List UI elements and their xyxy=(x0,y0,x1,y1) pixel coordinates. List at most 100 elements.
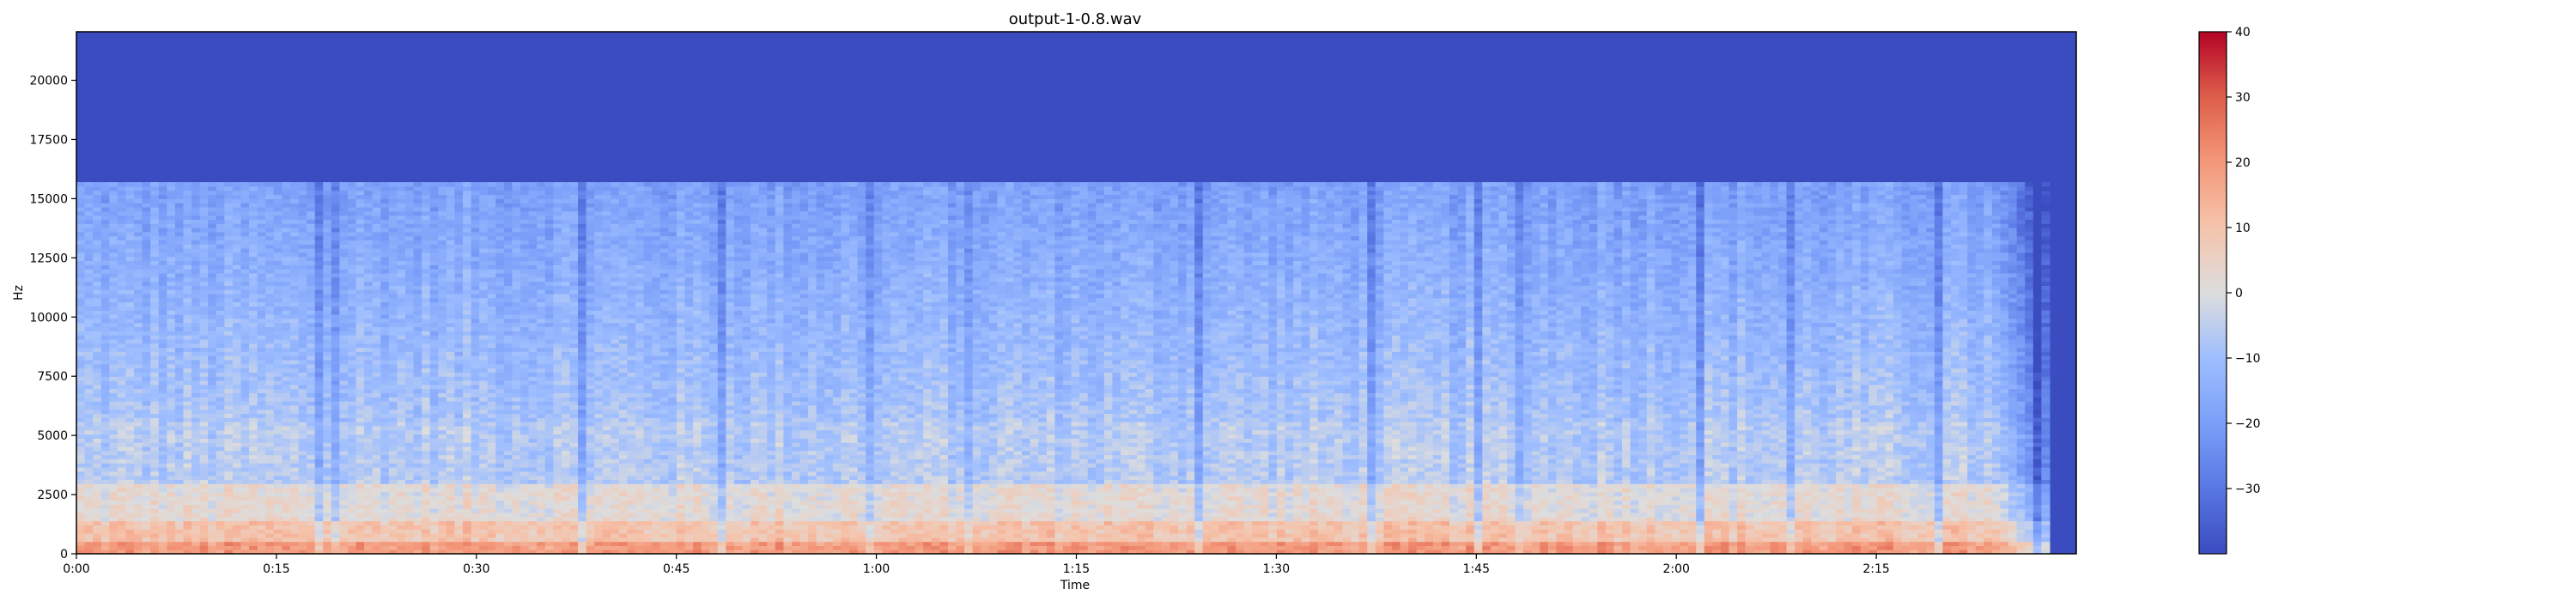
spectrogram-cell xyxy=(553,529,562,533)
spectrogram-cell xyxy=(668,496,677,501)
spectrogram-cell xyxy=(356,467,365,471)
spectrogram-cell xyxy=(479,529,488,533)
spectrogram-cell xyxy=(792,537,800,542)
spectrogram-cell xyxy=(1523,488,1532,492)
spectrogram-cell xyxy=(274,529,283,533)
spectrogram-cell xyxy=(1425,529,1433,533)
spectrogram-cell xyxy=(1984,476,1992,480)
spectrogram-cell xyxy=(1729,542,1738,546)
spectrogram-cell xyxy=(175,525,184,529)
spectrogram-cell xyxy=(1383,517,1392,521)
spectrogram-cell xyxy=(529,500,538,504)
spectrogram-cell xyxy=(233,513,241,517)
spectrogram-cell xyxy=(858,471,866,476)
spectrogram-cell xyxy=(447,533,455,537)
spectrogram-cell xyxy=(438,513,447,517)
spectrogram-cell xyxy=(1318,483,1327,488)
spectrogram-cell xyxy=(1072,542,1080,546)
spectrogram-cell xyxy=(1449,476,1458,480)
spectrogram-cell xyxy=(644,467,653,471)
spectrogram-cell xyxy=(1926,483,1935,488)
spectrogram-cell xyxy=(2008,488,2017,492)
spectrogram-cell xyxy=(1770,492,1778,496)
spectrogram-cell xyxy=(1054,492,1063,496)
spectrogram-cell xyxy=(1959,492,1968,496)
spectrogram-cell xyxy=(1655,542,1663,546)
spectrogram-cell xyxy=(1696,525,1704,529)
spectrogram-cell xyxy=(143,504,151,508)
spectrogram-cell xyxy=(282,542,290,546)
spectrogram-cell xyxy=(783,542,792,546)
spectrogram-cell xyxy=(1309,504,1318,508)
spectrogram-cell xyxy=(932,496,940,501)
spectrogram-cell xyxy=(1063,488,1072,492)
spectrogram-image xyxy=(76,182,2050,555)
spectrogram-cell xyxy=(364,513,373,517)
spectrogram-cell xyxy=(1680,537,1688,542)
spectrogram-cell xyxy=(125,496,134,501)
spectrogram-cell xyxy=(125,467,134,471)
spectrogram-cell xyxy=(1030,492,1039,496)
spectrogram-cell xyxy=(143,521,151,525)
spectrogram-cell xyxy=(1277,496,1285,501)
spectrogram-cell xyxy=(1622,476,1631,480)
spectrogram-cell xyxy=(191,496,200,501)
spectrogram-cell xyxy=(233,500,241,504)
spectrogram-cell xyxy=(1096,467,1104,471)
spectrogram-cell xyxy=(389,521,398,525)
spectrogram-cell xyxy=(562,545,570,549)
spectrogram-cell xyxy=(1244,508,1253,513)
spectrogram-cell xyxy=(389,545,398,549)
spectrogram-cell xyxy=(1178,513,1187,517)
spectrogram-cell xyxy=(1441,508,1449,513)
spectrogram-cell xyxy=(718,467,726,471)
spectrogram-cell xyxy=(1589,479,1598,483)
spectrogram-cell xyxy=(685,496,694,501)
spectrogram-cell xyxy=(1564,542,1573,546)
spectrogram-cell xyxy=(183,500,191,504)
spectrogram-cell xyxy=(989,500,998,504)
spectrogram-cell xyxy=(1556,545,1564,549)
spectrogram-cell xyxy=(389,513,398,517)
spectrogram-cell xyxy=(1417,521,1425,525)
spectrogram-cell xyxy=(1573,500,1582,504)
spectrogram-cell xyxy=(1820,513,1828,517)
spectrogram-cell xyxy=(405,508,414,513)
spectrogram-cell xyxy=(644,517,653,521)
spectrogram-cell xyxy=(1926,500,1935,504)
spectrogram-cell xyxy=(265,476,274,480)
spectrogram-cell xyxy=(307,504,315,508)
spectrogram-cell xyxy=(143,537,151,542)
spectrogram-cell xyxy=(1573,542,1582,546)
spectrogram-cell xyxy=(1573,545,1582,549)
spectrogram-cell xyxy=(504,525,513,529)
spectrogram-cell xyxy=(1170,467,1178,471)
spectrogram-cell xyxy=(586,471,595,476)
spectrogram-cell xyxy=(529,471,538,476)
spectrogram-cell xyxy=(569,471,578,476)
spectrogram-cell xyxy=(1597,483,1606,488)
spectrogram-cell xyxy=(1976,529,1984,533)
spectrogram-cell xyxy=(923,533,932,537)
spectrogram-cell xyxy=(1672,537,1680,542)
spectrogram-cell xyxy=(1753,496,1762,501)
spectrogram-cell xyxy=(652,513,660,517)
spectrogram-cell xyxy=(726,476,734,480)
spectrogram-cell xyxy=(438,545,447,549)
spectrogram-cell xyxy=(1211,529,1219,533)
spectrogram-cell xyxy=(1408,504,1417,508)
spectrogram-cell xyxy=(1589,483,1598,488)
spectrogram-cell xyxy=(750,521,759,525)
spectrogram-cell xyxy=(644,496,653,501)
spectrogram-cell xyxy=(957,517,965,521)
spectrogram-cell xyxy=(923,545,932,549)
spectrogram-cell xyxy=(882,488,890,492)
spectrogram-cell xyxy=(1597,513,1606,517)
spectrogram-cell xyxy=(249,508,258,513)
spectrogram-cell xyxy=(504,467,513,471)
spectrogram-cell xyxy=(1696,521,1704,525)
spectrogram-cell xyxy=(1441,504,1449,508)
spectrogram-cell xyxy=(1959,525,1968,529)
spectrogram-cell xyxy=(1655,479,1663,483)
spectrogram-cell xyxy=(989,537,998,542)
